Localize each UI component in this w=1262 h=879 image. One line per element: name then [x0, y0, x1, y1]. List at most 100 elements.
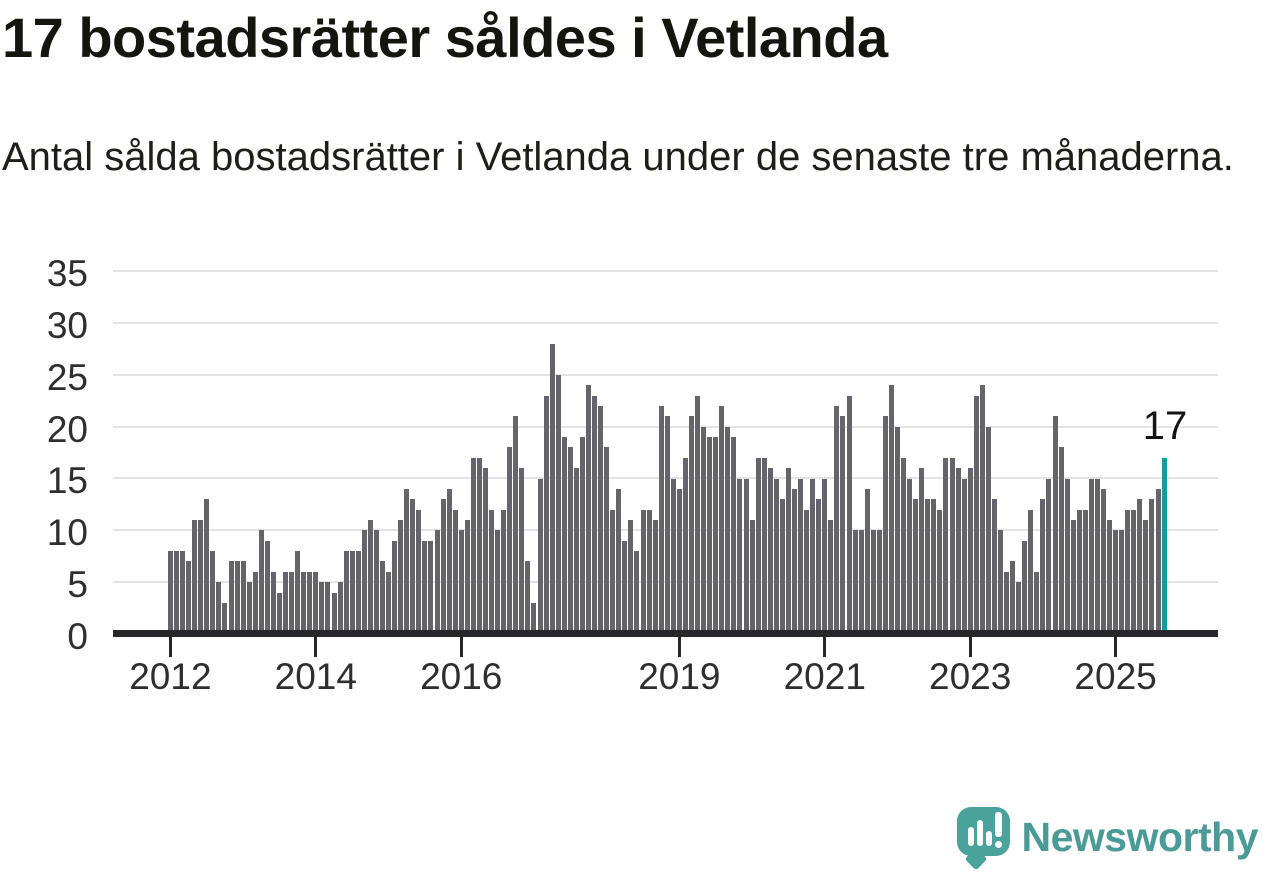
bar [822, 478, 828, 634]
bar [846, 395, 852, 634]
bar [1058, 447, 1064, 634]
bar [755, 457, 761, 634]
brand-wordmark: Newsworthy [1021, 813, 1259, 860]
bar [331, 592, 337, 634]
bar [210, 551, 216, 634]
bar [767, 468, 773, 634]
bar [804, 509, 810, 634]
newsworthy-logo-icon [956, 806, 1010, 870]
bar [204, 499, 210, 634]
logo-chart-bar-icon [985, 830, 992, 846]
bar [410, 499, 416, 634]
bar [252, 571, 258, 634]
x-axis-label: 2023 [929, 656, 1012, 697]
bar [543, 395, 549, 634]
logo-exclamation-icon [994, 811, 1002, 837]
bar [731, 437, 737, 634]
bar [943, 457, 949, 634]
bar [1094, 478, 1100, 634]
bar [579, 437, 585, 634]
y-axis-label: 20 [46, 408, 88, 450]
bar [713, 437, 719, 634]
bar [779, 499, 785, 634]
bar [264, 540, 270, 634]
bar [876, 530, 882, 634]
x-axis-line [113, 630, 1218, 637]
x-axis-label: 2025 [1074, 656, 1157, 697]
bar [840, 416, 846, 634]
bar [1082, 509, 1088, 634]
bar [483, 468, 488, 634]
bar [307, 571, 313, 634]
x-axis-tick [168, 637, 172, 657]
bar [422, 540, 428, 634]
bar [701, 426, 707, 634]
bar [592, 395, 597, 634]
bar [949, 457, 955, 634]
bar [882, 416, 888, 634]
x-axis-label: 2014 [274, 656, 357, 697]
bar [652, 519, 658, 634]
x-axis-label: 2021 [783, 656, 866, 697]
bar [349, 551, 355, 634]
y-axis-label: 25 [46, 356, 88, 398]
bar [440, 499, 446, 634]
bar [458, 530, 464, 634]
bar [676, 488, 682, 634]
bar [404, 488, 410, 634]
bar [955, 468, 961, 634]
y-axis-label: 5 [67, 564, 88, 606]
bar [1010, 561, 1016, 634]
bar [670, 478, 676, 634]
bar [216, 582, 222, 634]
bar [604, 447, 610, 634]
bar [640, 509, 646, 634]
bar [446, 488, 452, 634]
logo-speech-bubble [956, 806, 1010, 856]
bar [1040, 499, 1046, 634]
bar [507, 447, 513, 634]
bar [392, 540, 398, 634]
bar [222, 602, 228, 634]
logo-chart-bar-icon [976, 819, 983, 846]
bar [901, 457, 906, 634]
bar [998, 530, 1003, 634]
bar [519, 468, 525, 634]
bar [301, 571, 307, 634]
bar [979, 385, 985, 634]
logo-chart-bar-icon [967, 826, 974, 846]
bar [434, 530, 440, 634]
bar [470, 457, 476, 634]
x-axis-tick [677, 637, 681, 657]
y-axis-label: 0 [67, 616, 88, 657]
bar [961, 478, 967, 634]
bar [985, 426, 991, 634]
bar [895, 426, 900, 634]
bar [1046, 478, 1052, 634]
bar [1149, 499, 1155, 634]
bar [1028, 509, 1034, 634]
bar [725, 426, 731, 634]
bar [761, 457, 767, 634]
bar [1101, 488, 1106, 634]
bar [452, 509, 458, 634]
bar [598, 405, 604, 634]
bar [749, 519, 755, 634]
bar [858, 530, 864, 634]
bar [1016, 582, 1022, 634]
bar [913, 499, 919, 634]
last-bar-value-label: 17 [1142, 404, 1188, 448]
bar [295, 551, 301, 634]
bar [828, 519, 834, 634]
bar [1064, 478, 1070, 634]
bar [270, 571, 276, 634]
bar [888, 385, 894, 634]
bar [1119, 530, 1125, 634]
bar [743, 478, 749, 634]
bar [798, 478, 803, 634]
bar [258, 530, 264, 634]
x-axis-tick [968, 637, 972, 657]
bar [337, 582, 343, 634]
bar [319, 582, 325, 634]
